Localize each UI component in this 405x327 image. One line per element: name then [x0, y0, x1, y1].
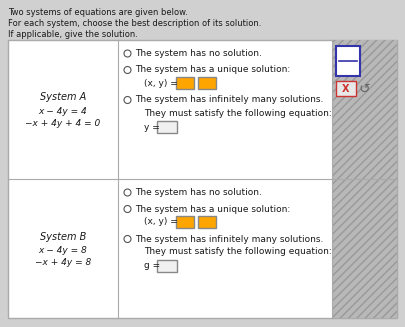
Bar [336, 46, 360, 76]
Text: Two systems of equations are given below.: Two systems of equations are given below… [8, 8, 188, 17]
Bar [198, 216, 216, 228]
Text: −x + 4y + 4 = 0: −x + 4y + 4 = 0 [26, 119, 100, 128]
Circle shape [124, 66, 131, 74]
Circle shape [124, 50, 131, 57]
Text: x − 4y = 8: x − 4y = 8 [38, 246, 87, 255]
Bar [332, 40, 397, 179]
Text: For each system, choose the best description of its solution.: For each system, choose the best descrip… [8, 19, 261, 28]
Text: −x + 4y = 8: −x + 4y = 8 [35, 258, 91, 267]
Bar [332, 179, 397, 318]
Circle shape [124, 235, 131, 243]
Bar [332, 179, 397, 318]
Text: System A: System A [40, 93, 86, 102]
Text: They must satisfy the following equation:: They must satisfy the following equation… [144, 248, 332, 256]
Text: X: X [342, 83, 350, 94]
Bar [176, 216, 194, 228]
Text: y =: y = [144, 123, 160, 131]
Text: The system has no solution.: The system has no solution. [135, 49, 262, 58]
Circle shape [124, 189, 131, 196]
Text: The system has no solution.: The system has no solution. [135, 188, 262, 197]
Text: g =: g = [144, 262, 160, 270]
Text: They must satisfy the following equation:: They must satisfy the following equation… [144, 109, 332, 117]
Bar [198, 77, 216, 89]
Circle shape [124, 205, 131, 213]
Bar [157, 121, 177, 133]
Bar [157, 260, 177, 272]
Text: If applicable, give the solution.: If applicable, give the solution. [8, 30, 138, 39]
Text: The system has infinitely many solutions.: The system has infinitely many solutions… [135, 95, 323, 105]
Text: ↺: ↺ [358, 81, 370, 95]
Bar [336, 81, 356, 96]
Text: The system has infinitely many solutions.: The system has infinitely many solutions… [135, 234, 323, 244]
Bar [8, 40, 397, 318]
Bar [176, 77, 194, 89]
Circle shape [124, 96, 131, 104]
Text: x − 4y = 4: x − 4y = 4 [38, 107, 87, 116]
Text: (x, y) =: (x, y) = [144, 78, 178, 88]
Text: System B: System B [40, 232, 86, 242]
Bar [332, 40, 397, 179]
Text: The system has a unique solution:: The system has a unique solution: [135, 65, 290, 75]
Text: (x, y) =: (x, y) = [144, 217, 178, 227]
Text: The system has a unique solution:: The system has a unique solution: [135, 204, 290, 214]
